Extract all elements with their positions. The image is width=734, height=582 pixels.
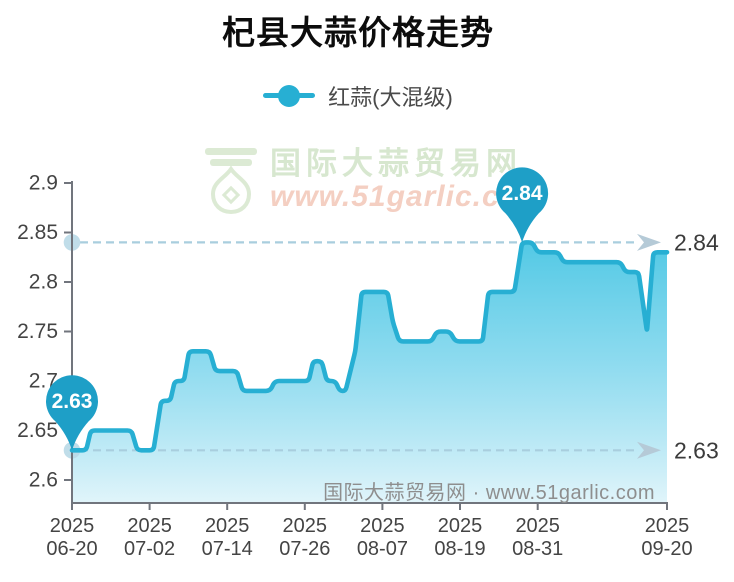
value-balloon — [496, 167, 549, 243]
x-tick-label-year: 2025 — [645, 515, 690, 537]
x-tick-label-date: 07-14 — [202, 538, 253, 560]
reference-arrow-icon — [637, 233, 661, 251]
x-tick-label-date: 07-26 — [279, 538, 330, 560]
value-balloon-label: 2.63 — [52, 390, 93, 413]
legend-line-dot-icon — [263, 85, 316, 107]
garlic-logo-icon — [202, 147, 260, 220]
page-title: 杞县大蒜价格走势 — [222, 14, 494, 51]
x-tick-label-year: 2025 — [127, 515, 172, 537]
legend: 红蒜(大混级) — [0, 80, 716, 112]
y-tick-label: 2.9 — [29, 172, 58, 195]
reference-arrow-icon — [637, 441, 661, 459]
watermark-bottom: 国际大蒜贸易网 · www.51garlic.com — [323, 482, 655, 504]
reference-value-label: 2.63 — [674, 437, 719, 463]
reference-value-label: 2.84 — [674, 229, 719, 255]
y-tick-label: 2.75 — [17, 320, 58, 343]
y-tick-label: 2.8 — [29, 271, 58, 294]
x-tick-label-year: 2025 — [205, 515, 250, 537]
legend-item-red-garlic[interactable]: 红蒜(大混级) — [263, 80, 453, 112]
x-tick-label-date: 08-07 — [357, 538, 408, 560]
value-balloon-label: 2.84 — [502, 182, 543, 205]
x-tick-label-date: 08-19 — [434, 538, 485, 560]
x-tick-label-year: 2025 — [50, 515, 95, 537]
y-tick-label: 2.65 — [17, 419, 58, 442]
series-area-fill — [72, 242, 667, 503]
x-tick-label-year: 2025 — [515, 515, 560, 537]
x-tick-label-year: 2025 — [360, 515, 405, 537]
legend-label: 红蒜(大混级) — [328, 85, 453, 110]
x-tick-label-date: 06-20 — [46, 538, 97, 560]
value-balloon — [46, 375, 99, 451]
y-tick-label: 2.85 — [17, 221, 58, 244]
x-tick-label-date: 07-02 — [124, 538, 175, 560]
x-tick-label-year: 2025 — [283, 515, 328, 537]
x-tick-label-date: 08-31 — [512, 538, 563, 560]
watermark-site-name: 国际大蒜贸易网 — [270, 146, 522, 181]
x-tick-label-date: 09-20 — [641, 538, 692, 560]
y-tick-label: 2.6 — [29, 469, 58, 492]
x-tick-label-year: 2025 — [438, 515, 483, 537]
series-line — [69, 240, 670, 453]
